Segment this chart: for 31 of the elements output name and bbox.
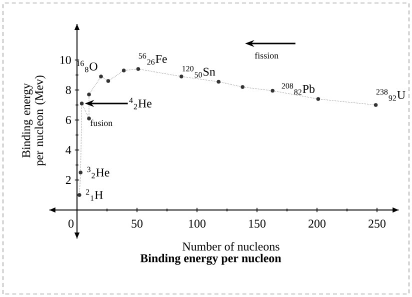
y-tick-label: 8 [66,86,71,94]
point [180,74,184,78]
x-tick-label: 200 [308,220,326,228]
annotation: fusion [90,120,112,126]
y-tick-label: 4 [66,146,72,154]
annotation: fission [254,52,278,59]
point [106,79,110,83]
x-tick-label: 0 [68,220,74,228]
x-tick-label: 100 [189,220,206,228]
x-axis-title: Number of nucleons [182,242,280,251]
text: Binding energy per nucleon [140,254,282,265]
point [122,68,126,72]
x-tick-label: 250 [368,220,386,228]
x-tick-label: 50 [132,220,143,228]
y-tick-label: 10 [60,56,71,64]
y-tick-label: 2 [66,176,71,184]
y-tick-label: 6 [66,116,71,124]
point [216,80,220,84]
point [270,88,274,93]
point [80,102,84,106]
point [374,103,378,107]
x-tick-label: 150 [249,220,266,228]
point [78,170,82,174]
point [240,85,244,89]
point [87,92,91,96]
point [99,74,103,78]
point [316,97,320,101]
point [78,193,82,197]
point [87,116,91,120]
point [136,67,140,71]
y-axis-title: Binding energy per nucleon (Mev) [22,76,46,166]
